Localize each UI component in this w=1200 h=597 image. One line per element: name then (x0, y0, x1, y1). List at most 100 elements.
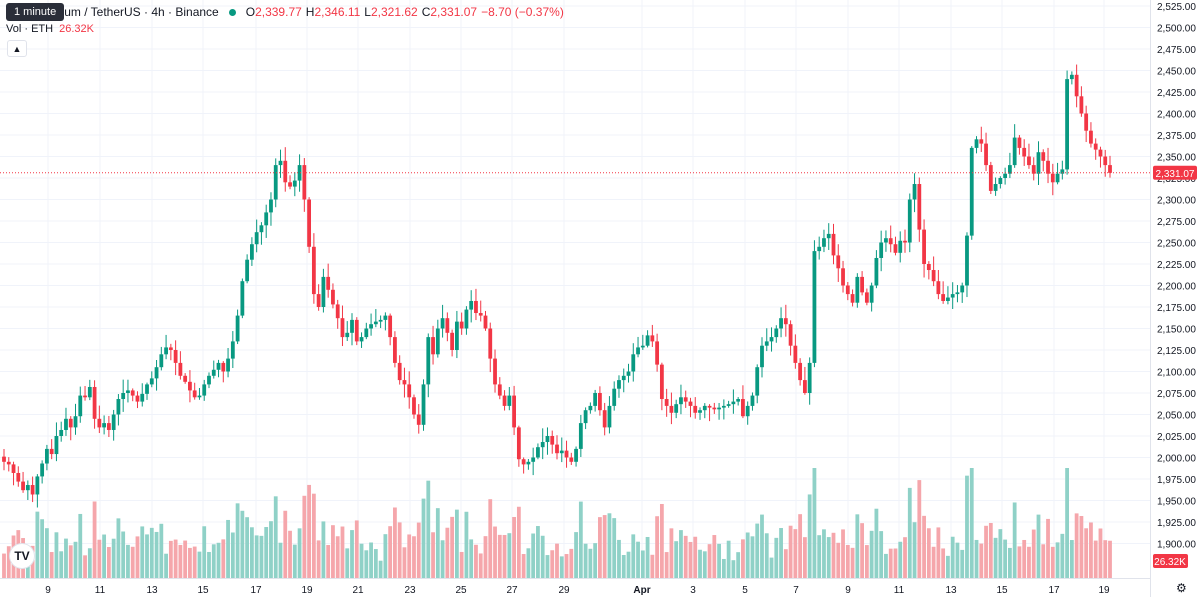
candle-body (569, 457, 574, 462)
x-tick-label: 19 (1098, 585, 1110, 596)
candle-body (140, 393, 145, 402)
candle-body (364, 328, 369, 338)
ohlc-change-value: −8.70 (−0.37%) (481, 5, 564, 19)
candle-body (345, 332, 350, 338)
candle-body (464, 309, 469, 329)
candle-body (197, 395, 202, 398)
gear-icon[interactable]: ⚙ (1176, 581, 1187, 595)
candle-body (955, 292, 960, 295)
volume-bar (655, 516, 660, 578)
candle-body (1089, 130, 1093, 144)
candle-body (35, 476, 40, 495)
candle-body (974, 139, 979, 148)
candle-body (593, 393, 598, 406)
volume-bar (855, 514, 860, 578)
candle-body (612, 388, 617, 406)
candle-body (826, 233, 831, 239)
volume-bar (173, 539, 178, 578)
volume-bar (884, 553, 888, 578)
candle-body (960, 285, 965, 293)
volume-bar (726, 540, 731, 578)
candle-body (774, 328, 779, 338)
volume-bar (64, 538, 68, 578)
volume-bar (822, 529, 826, 578)
volume-bar (826, 537, 831, 578)
candle-body (807, 362, 812, 393)
volume-bar (183, 540, 188, 578)
symbol-title[interactable]: um / TetherUS · 4h · Binance (64, 5, 219, 19)
volume-bar (454, 509, 459, 578)
candle-body (864, 292, 869, 303)
candle-body (135, 395, 140, 402)
x-tick-label: 21 (352, 585, 364, 596)
volume-bar (550, 550, 555, 578)
interval-tooltip: 1 minute (6, 3, 65, 21)
candle-body (497, 384, 502, 396)
volume-bar (526, 548, 531, 578)
candle-body (230, 341, 235, 359)
volume-bar (416, 522, 421, 578)
candle-body (202, 384, 207, 396)
candle-body (397, 362, 402, 381)
volume-bar (235, 503, 240, 578)
volume-bar (645, 536, 650, 578)
candle-body (679, 397, 683, 405)
candle-body (216, 362, 221, 370)
candle-body (450, 332, 455, 350)
volume-bar (440, 540, 445, 578)
tradingview-logo-icon[interactable]: TV (10, 544, 34, 568)
candle-body (426, 337, 431, 385)
candle-body (979, 139, 984, 144)
volume-bar (874, 508, 879, 578)
volume-bar (145, 534, 149, 578)
volume-bar (745, 532, 750, 578)
volume-legend: Vol · ETH 26.32K (6, 23, 94, 35)
volume-bar (221, 539, 226, 578)
volume-bar (879, 531, 884, 578)
candle-body (1103, 156, 1108, 166)
volume-bar (1003, 539, 1008, 578)
volume-bar (941, 548, 946, 578)
volume-bar (907, 487, 912, 578)
candle-body (760, 345, 764, 368)
candle-body (745, 405, 750, 417)
y-tick-label: 1,950.00 (1157, 497, 1196, 508)
candle-body (516, 427, 521, 460)
candle-body (674, 404, 679, 413)
volume-bar (793, 529, 798, 578)
volume-bar (650, 554, 655, 578)
volume-bar (612, 518, 617, 578)
collapse-legend-button[interactable]: ▲ (7, 40, 27, 57)
y-tick-label: 2,175.00 (1157, 303, 1196, 314)
volume-bar (135, 536, 140, 578)
volume-bar (73, 541, 78, 578)
volume-bar (393, 507, 397, 578)
volume-bar (1046, 518, 1050, 578)
candle-body (11, 464, 16, 473)
volume-bar (917, 480, 922, 578)
volume-bar (712, 535, 717, 578)
volume-bar (788, 525, 793, 578)
volume-bar (688, 541, 693, 578)
volume-bar (435, 508, 440, 578)
candle-body (855, 276, 860, 303)
volume-bar (922, 515, 926, 578)
volume-bar (531, 533, 536, 578)
candle-body (168, 347, 173, 350)
volume-bar (369, 542, 373, 578)
volume-bar (397, 522, 402, 578)
volume-bar (1031, 529, 1036, 578)
volume-bar (912, 522, 917, 578)
candle-body (6, 461, 11, 465)
candle-body (421, 384, 426, 425)
candle-body (860, 276, 865, 293)
volume-bar (507, 533, 512, 578)
candle-body (1069, 74, 1074, 80)
volume-bar (383, 534, 388, 578)
y-tick-label: 1,900.00 (1157, 540, 1196, 551)
candle-body (907, 199, 912, 243)
candle-body (245, 259, 250, 282)
candle-body (431, 337, 435, 355)
candle-body (564, 450, 569, 458)
